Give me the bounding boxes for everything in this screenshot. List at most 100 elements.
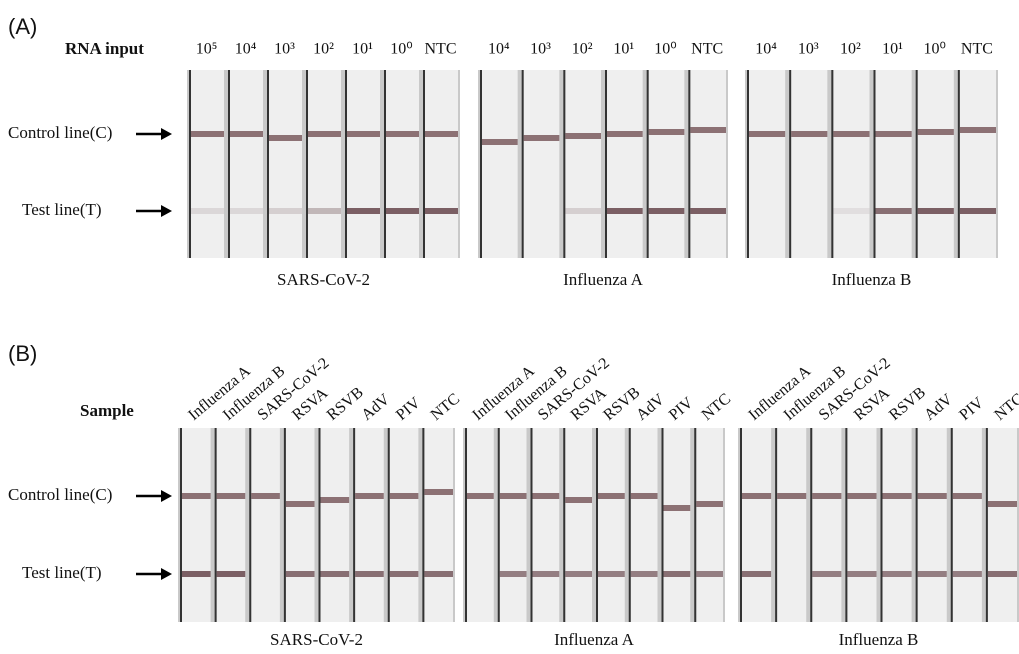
control-line	[565, 133, 601, 139]
column-label: 10⁰	[390, 41, 412, 58]
control-line	[269, 135, 302, 141]
test-line	[690, 208, 726, 214]
strip	[918, 428, 947, 622]
control-line	[742, 493, 771, 499]
strip	[631, 428, 658, 622]
control-line	[918, 493, 947, 499]
strip	[482, 70, 518, 258]
test-line	[833, 208, 869, 214]
strip	[286, 428, 315, 622]
control-line	[286, 501, 315, 507]
panel-caption: SARS-CoV-2	[270, 630, 363, 649]
control-line	[649, 129, 685, 135]
strip	[533, 428, 560, 622]
control-line	[565, 497, 592, 503]
strip	[390, 428, 419, 622]
strip	[191, 70, 224, 258]
test-line	[742, 571, 771, 577]
test-line	[424, 571, 453, 577]
strip	[355, 428, 384, 622]
control-line	[308, 131, 341, 137]
test-line	[664, 571, 691, 577]
column-label: 10⁰	[654, 41, 676, 58]
test-line	[598, 571, 625, 577]
figure: (A)RNA inputControl line(C)Test line(T)1…	[0, 0, 1019, 654]
column-label: 10⁵	[196, 41, 218, 58]
control-line	[355, 493, 384, 499]
strip	[876, 70, 912, 258]
test-line	[182, 571, 211, 577]
panel-caption: Influenza A	[563, 270, 643, 289]
strip	[524, 70, 560, 258]
strip	[960, 70, 996, 258]
column-label: 10³	[530, 41, 551, 58]
test-line	[269, 208, 302, 214]
control-line	[988, 501, 1017, 507]
control-line	[696, 501, 723, 507]
strip	[269, 70, 302, 258]
test-line	[286, 571, 315, 577]
test-line	[230, 208, 263, 214]
control-line	[524, 135, 560, 141]
test-line	[918, 208, 954, 214]
column-label: 10²	[572, 41, 593, 58]
panel-label: (A)	[8, 14, 37, 39]
strip	[918, 70, 954, 258]
control-line	[749, 131, 785, 137]
test-line	[649, 208, 685, 214]
control-line	[500, 493, 527, 499]
column-label: NTC	[691, 41, 723, 58]
control-line	[631, 493, 658, 499]
strip	[791, 70, 827, 258]
test-line	[565, 571, 592, 577]
column-label: 10³	[274, 41, 295, 58]
panel-label: (B)	[8, 341, 37, 366]
test-line	[500, 571, 527, 577]
control-line	[664, 505, 691, 511]
strip	[988, 428, 1017, 622]
strip	[565, 70, 601, 258]
test-line	[308, 208, 341, 214]
test-line	[883, 571, 912, 577]
strip	[953, 428, 982, 622]
control-line	[347, 131, 380, 137]
test-line	[355, 571, 384, 577]
test-line	[847, 571, 876, 577]
panel-caption: Influenza A	[554, 630, 634, 649]
control-label: Control line(C)	[8, 485, 112, 504]
test-label: Test line(T)	[22, 200, 102, 219]
test-line	[988, 571, 1017, 577]
test-label: Test line(T)	[22, 563, 102, 582]
column-label: 10²	[840, 41, 861, 58]
strip	[386, 70, 419, 258]
test-line	[217, 571, 246, 577]
column-label: NTC	[961, 41, 993, 58]
strip	[230, 70, 263, 258]
test-line	[812, 571, 841, 577]
column-label: 10¹	[352, 41, 373, 58]
control-line	[598, 493, 625, 499]
column-label: 10⁴	[235, 41, 257, 58]
test-line	[607, 208, 643, 214]
control-line	[390, 493, 419, 499]
panel-caption: Influenza B	[832, 270, 912, 289]
test-line	[953, 571, 982, 577]
panel-caption: Influenza B	[839, 630, 919, 649]
strip	[749, 70, 785, 258]
control-line	[424, 489, 453, 495]
column-label: 10⁴	[755, 41, 777, 58]
column-label: 10⁰	[924, 41, 946, 58]
strip	[777, 428, 806, 622]
test-line	[386, 208, 419, 214]
control-line	[847, 493, 876, 499]
strip	[182, 428, 211, 622]
control-line	[791, 131, 827, 137]
strip	[833, 70, 869, 258]
control-line	[533, 493, 560, 499]
strip	[467, 428, 494, 622]
test-line	[390, 571, 419, 577]
strip	[742, 428, 771, 622]
control-line	[607, 131, 643, 137]
column-label: NTC	[425, 41, 457, 58]
control-line	[230, 131, 263, 137]
